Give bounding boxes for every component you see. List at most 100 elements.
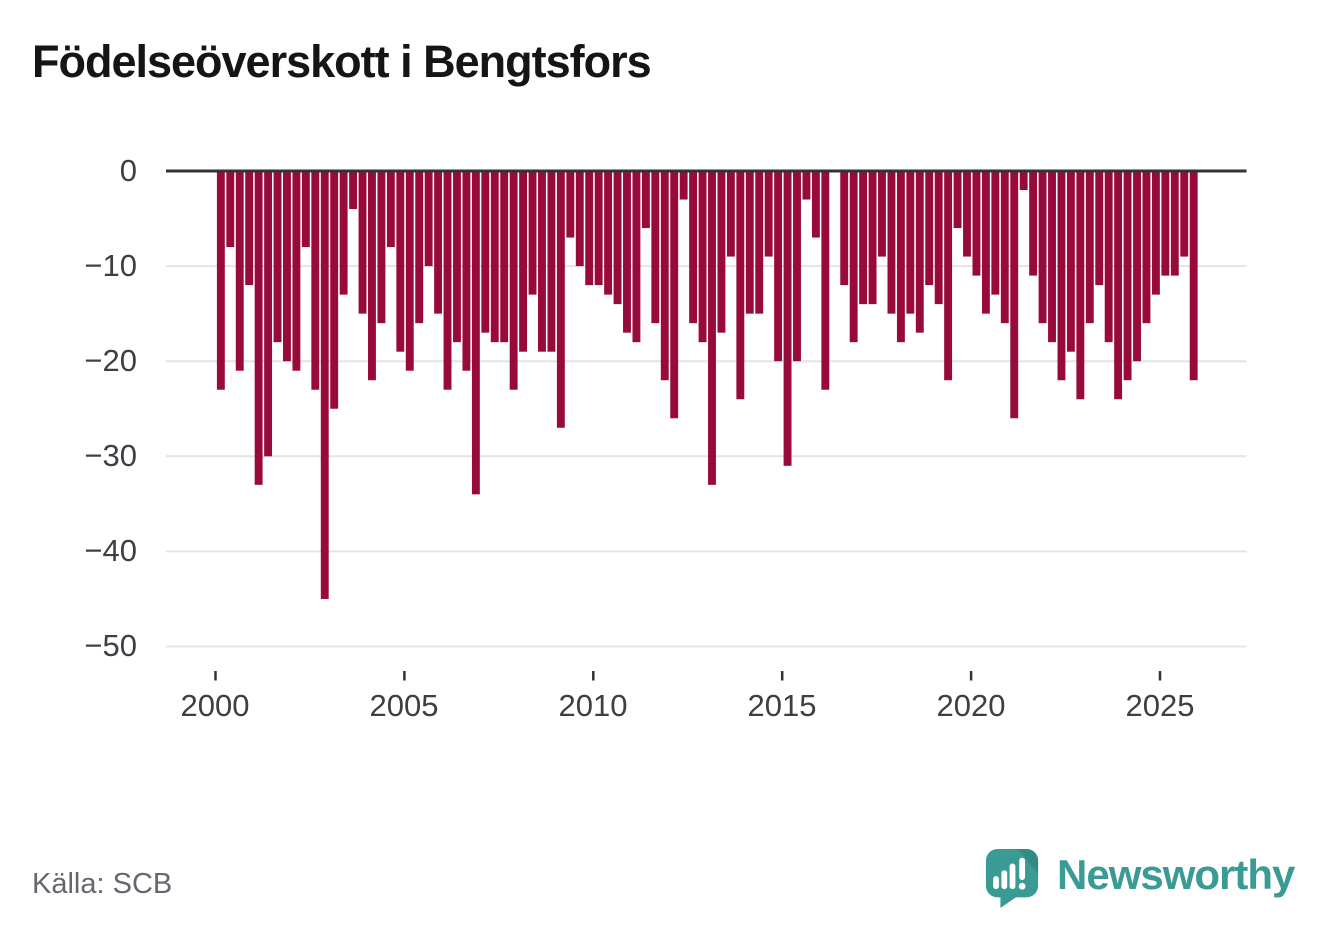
bar [934,171,943,305]
bar [434,171,443,314]
y-axis-label: −20 [84,343,137,378]
bar [604,171,613,295]
bar [963,171,971,257]
bar [339,171,348,295]
bar [500,171,509,343]
bar [793,171,801,362]
bar [1010,171,1019,419]
bar [1189,171,1198,381]
bar [944,171,953,381]
bar [802,171,811,200]
bar [509,171,518,390]
bar [783,171,792,466]
bar [1000,171,1009,324]
bar [859,171,868,305]
bar [868,171,877,305]
bar [386,171,395,248]
logo-exclamation-bar [1019,857,1026,880]
bar [717,171,726,333]
bar [1151,171,1160,295]
bar [1029,171,1038,276]
bar [575,171,584,267]
bar [538,171,546,352]
bar [235,171,244,371]
bar [745,171,754,314]
bar [764,171,773,257]
bar [689,171,698,324]
bar [519,171,528,352]
bar [556,171,565,428]
bar [528,171,537,295]
bar [283,171,291,362]
bar [1095,171,1104,286]
bar [915,171,924,333]
bar [377,171,386,324]
bar [1076,171,1085,400]
x-axis-label: 2020 [936,688,1006,723]
newsworthy-logo-text: Newsworthy [1057,851,1295,898]
page-title: Födelseöverskott i Bengtsfors [32,36,652,87]
bar [1057,171,1066,381]
bar [1180,171,1189,257]
bar [708,171,716,485]
bar [887,171,896,314]
bar [264,171,273,457]
y-axis-label: −10 [84,248,137,283]
bar [585,171,594,286]
bar [273,171,282,343]
bar [774,171,783,362]
logo-exclamation-dot [1018,882,1026,890]
bar [292,171,301,371]
bar [245,171,254,286]
bar [358,171,367,314]
y-axis-label: −50 [84,628,137,663]
x-axis-label: 2010 [558,688,628,723]
bar [566,171,575,238]
bar [736,171,745,400]
bar [349,171,358,210]
bar [415,171,424,324]
x-axis-label: 2025 [1125,688,1195,723]
bar [216,171,225,390]
bar [641,171,650,229]
bar [443,171,452,390]
bar [726,171,735,257]
bar [840,171,849,286]
bar [623,171,631,333]
y-axis-label: −30 [84,438,137,473]
bar [1114,171,1123,400]
bar [1123,171,1132,381]
bar [1066,171,1075,352]
bar [679,171,688,200]
x-axis-label: 2015 [747,688,817,723]
bar [396,171,405,352]
bar [925,171,934,286]
bar [981,171,990,314]
newsworthy-logo: Newsworthy [983,847,1295,911]
bar [1104,171,1113,343]
bar [320,171,329,599]
bar [906,171,915,314]
bar [330,171,339,409]
bar [821,171,830,390]
source-attribution: Källa: SCB [32,868,173,900]
bar [953,171,962,229]
bar [878,171,886,257]
bar [490,171,499,343]
bar [547,171,556,352]
bar [849,171,858,343]
bar [368,171,376,381]
bar [301,171,310,248]
bar [651,171,660,324]
bar [632,171,641,343]
logo-bar-tall [1009,863,1016,890]
bar [896,171,905,343]
bar [1161,171,1170,276]
bar [254,171,263,485]
bar [972,171,981,276]
bar [1019,171,1028,191]
x-axis-label: 2000 [180,688,250,723]
bar [755,171,764,314]
